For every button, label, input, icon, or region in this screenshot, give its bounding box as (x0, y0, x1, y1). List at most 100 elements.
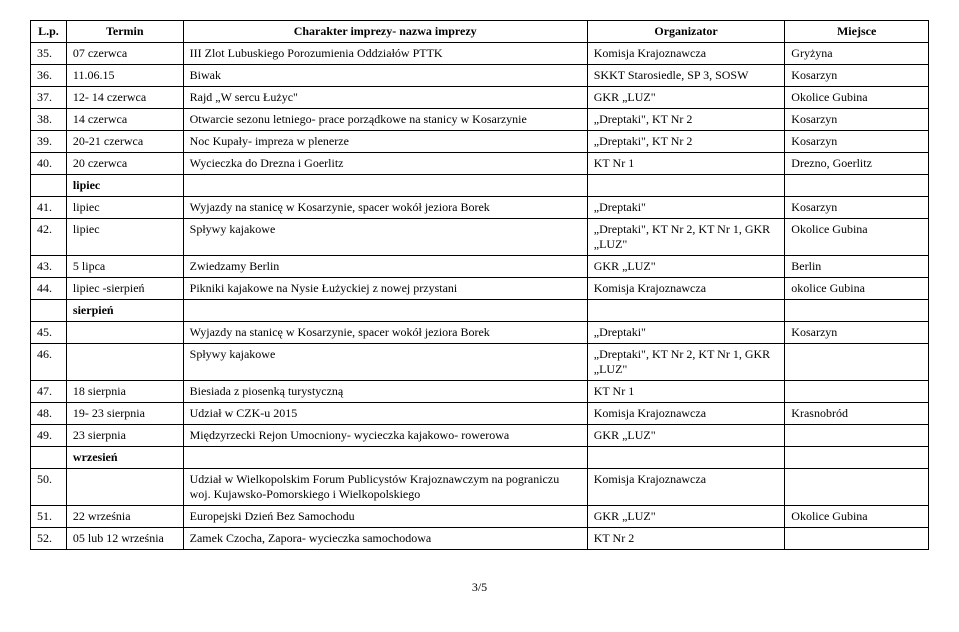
cell-lp: 38. (31, 109, 67, 131)
header-charakter: Charakter imprezy- nazwa imprezy (183, 21, 587, 43)
cell-miejsce: Kosarzyn (785, 131, 929, 153)
cell-charakter: Międzyrzecki Rejon Umocniony- wycieczka … (183, 425, 587, 447)
cell-termin: 22 września (66, 506, 183, 528)
cell-organizator: KT Nr 1 (587, 153, 785, 175)
cell-miejsce (785, 425, 929, 447)
cell-termin (66, 469, 183, 506)
cell-termin: 5 lipca (66, 256, 183, 278)
cell-organizator: Komisja Krajoznawcza (587, 469, 785, 506)
cell-lp: 35. (31, 43, 67, 65)
cell-empty (31, 175, 67, 197)
table-row: 44. lipiec -sierpień Pikniki kajakowe na… (31, 278, 929, 300)
cell-termin: 20-21 czerwca (66, 131, 183, 153)
cell-lp: 48. (31, 403, 67, 425)
cell-charakter: Biwak (183, 65, 587, 87)
cell-lp: 36. (31, 65, 67, 87)
cell-organizator: GKR „LUZ" (587, 506, 785, 528)
cell-charakter: Zamek Czocha, Zapora- wycieczka samochod… (183, 528, 587, 550)
cell-empty (587, 175, 785, 197)
cell-empty (31, 300, 67, 322)
table-row: 36. 11.06.15 Biwak SKKT Starosiedle, SP … (31, 65, 929, 87)
section-row-wrzesien: wrzesień (31, 447, 929, 469)
cell-empty (183, 175, 587, 197)
cell-charakter: Udział w CZK-u 2015 (183, 403, 587, 425)
table-row: 41. lipiec Wyjazdy na stanicę w Kosarzyn… (31, 197, 929, 219)
cell-charakter: Biesiada z piosenką turystyczną (183, 381, 587, 403)
cell-charakter: Zwiedzamy Berlin (183, 256, 587, 278)
page-number: 3/5 (30, 580, 929, 595)
cell-organizator: KT Nr 2 (587, 528, 785, 550)
table-row: 39. 20-21 czerwca Noc Kupały- impreza w … (31, 131, 929, 153)
cell-organizator: „Dreptaki", KT Nr 2, KT Nr 1, GKR „LUZ" (587, 344, 785, 381)
cell-empty (785, 175, 929, 197)
table-row: 49. 23 sierpnia Międzyrzecki Rejon Umocn… (31, 425, 929, 447)
cell-termin (66, 322, 183, 344)
header-lp: L.p. (31, 21, 67, 43)
cell-lp: 39. (31, 131, 67, 153)
cell-miejsce: okolice Gubina (785, 278, 929, 300)
cell-charakter: Otwarcie sezonu letniego- prace porządko… (183, 109, 587, 131)
cell-lp: 37. (31, 87, 67, 109)
cell-charakter: Wyjazdy na stanicę w Kosarzynie, spacer … (183, 322, 587, 344)
cell-section: wrzesień (66, 447, 183, 469)
cell-miejsce: Okolice Gubina (785, 506, 929, 528)
cell-lp: 40. (31, 153, 67, 175)
cell-miejsce: Drezno, Goerlitz (785, 153, 929, 175)
events-table: L.p. Termin Charakter imprezy- nazwa imp… (30, 20, 929, 550)
table-row: 47. 18 sierpnia Biesiada z piosenką tury… (31, 381, 929, 403)
cell-organizator: „Dreptaki" (587, 197, 785, 219)
cell-charakter: Wycieczka do Drezna i Goerlitz (183, 153, 587, 175)
cell-lp: 46. (31, 344, 67, 381)
cell-charakter: Spływy kajakowe (183, 219, 587, 256)
cell-organizator: „Dreptaki", KT Nr 2 (587, 131, 785, 153)
cell-lp: 44. (31, 278, 67, 300)
cell-charakter: Spływy kajakowe (183, 344, 587, 381)
table-row: 48. 19- 23 sierpnia Udział w CZK-u 2015 … (31, 403, 929, 425)
cell-empty (31, 447, 67, 469)
cell-organizator: GKR „LUZ" (587, 256, 785, 278)
table-row: 51. 22 września Europejski Dzień Bez Sam… (31, 506, 929, 528)
section-row-sierpien: sierpień (31, 300, 929, 322)
table-row: 42. lipiec Spływy kajakowe „Dreptaki", K… (31, 219, 929, 256)
cell-charakter: Rajd „W sercu Łużyc" (183, 87, 587, 109)
cell-miejsce (785, 469, 929, 506)
header-row: L.p. Termin Charakter imprezy- nazwa imp… (31, 21, 929, 43)
cell-section: sierpień (66, 300, 183, 322)
cell-miejsce: Kosarzyn (785, 322, 929, 344)
cell-organizator: Komisja Krajoznawcza (587, 403, 785, 425)
cell-empty (587, 300, 785, 322)
header-organizator: Organizator (587, 21, 785, 43)
table-row: 50. Udział w Wielkopolskim Forum Publicy… (31, 469, 929, 506)
table-row: 52. 05 lub 12 września Zamek Czocha, Zap… (31, 528, 929, 550)
table-row: 37. 12- 14 czerwca Rajd „W sercu Łużyc" … (31, 87, 929, 109)
table-row: 46. Spływy kajakowe „Dreptaki", KT Nr 2,… (31, 344, 929, 381)
cell-lp: 41. (31, 197, 67, 219)
cell-lp: 43. (31, 256, 67, 278)
cell-empty (587, 447, 785, 469)
cell-empty (183, 300, 587, 322)
cell-termin: 05 lub 12 września (66, 528, 183, 550)
cell-organizator: GKR „LUZ" (587, 87, 785, 109)
cell-termin: lipiec (66, 197, 183, 219)
cell-miejsce: Kosarzyn (785, 197, 929, 219)
cell-miejsce: Kosarzyn (785, 109, 929, 131)
cell-empty (785, 447, 929, 469)
cell-charakter: Wyjazdy na stanicę w Kosarzynie, spacer … (183, 197, 587, 219)
cell-empty (785, 300, 929, 322)
cell-lp: 51. (31, 506, 67, 528)
cell-section: lipiec (66, 175, 183, 197)
cell-lp: 45. (31, 322, 67, 344)
cell-lp: 50. (31, 469, 67, 506)
cell-lp: 49. (31, 425, 67, 447)
cell-termin: 07 czerwca (66, 43, 183, 65)
table-row: 43. 5 lipca Zwiedzamy Berlin GKR „LUZ" B… (31, 256, 929, 278)
cell-organizator: KT Nr 1 (587, 381, 785, 403)
cell-termin: 23 sierpnia (66, 425, 183, 447)
cell-charakter: Europejski Dzień Bez Samochodu (183, 506, 587, 528)
cell-termin (66, 344, 183, 381)
cell-lp: 42. (31, 219, 67, 256)
cell-organizator: „Dreptaki", KT Nr 2 (587, 109, 785, 131)
cell-charakter: Udział w Wielkopolskim Forum Publicystów… (183, 469, 587, 506)
table-row: 45. Wyjazdy na stanicę w Kosarzynie, spa… (31, 322, 929, 344)
cell-termin: 14 czerwca (66, 109, 183, 131)
